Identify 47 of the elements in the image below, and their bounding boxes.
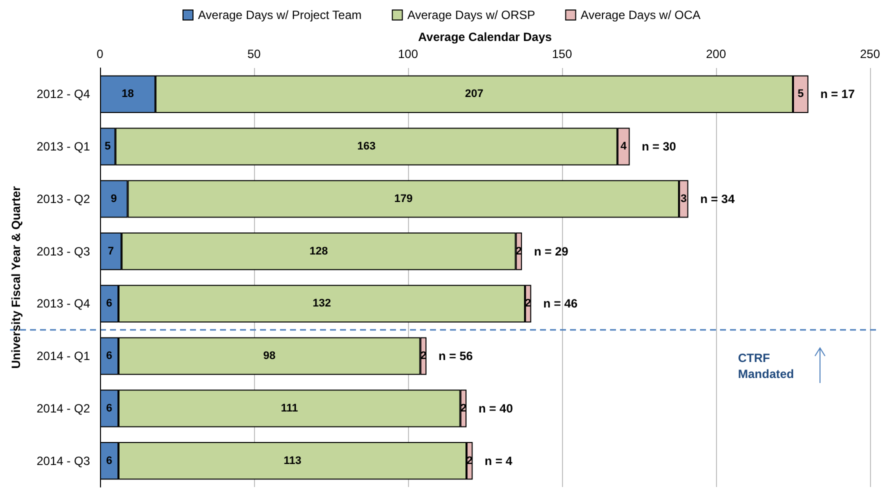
data-label: 5 (798, 88, 804, 100)
x-tick-label: 150 (552, 47, 572, 61)
data-label: 207 (465, 88, 484, 100)
ref-line-label: CTRF Mandated (738, 350, 794, 381)
data-label: 6 (106, 298, 112, 310)
data-label: 18 (122, 88, 134, 100)
x-axis-title: Average Calendar Days (418, 30, 552, 44)
x-tick-label: 200 (706, 47, 726, 61)
y-axis-title: University Fiscal Year & Quarter (9, 186, 23, 369)
annotation: n = 34 (700, 192, 735, 206)
x-tick-label: 0 (96, 47, 104, 61)
x-tick-label: 250 (860, 47, 880, 61)
data-label: 6 (106, 454, 112, 467)
y-tick-label: 2014 - Q1 (36, 349, 90, 364)
y-tick-label: 2013 - Q2 (36, 192, 90, 206)
data-label: 5 (104, 140, 111, 153)
x-tick-label: 100 (398, 47, 418, 61)
data-label: 98 (263, 350, 276, 362)
y-tick-label: 2013 - Q4 (36, 296, 90, 311)
y-tick-label: 2013 - Q1 (36, 140, 90, 154)
legend-label: Average Days w/ Project Team (198, 8, 362, 22)
y-tick-label: 2014 - Q2 (36, 401, 90, 416)
annotation: n = 4 (484, 454, 513, 468)
x-tick-label: 50 (247, 47, 261, 61)
data-label: 132 (312, 298, 331, 310)
y-tick-label: 2013 - Q3 (36, 244, 90, 258)
data-label: 128 (309, 245, 328, 258)
annotation: n = 46 (543, 296, 578, 311)
data-label: 179 (394, 192, 413, 205)
data-label: 111 (280, 402, 298, 414)
data-label: 7 (108, 245, 114, 258)
annotation: n = 56 (438, 349, 474, 364)
annotation: n = 40 (478, 401, 514, 416)
data-label: 3 (680, 192, 687, 205)
legend-label: Average Days w/ ORSP (407, 8, 536, 22)
data-label: 6 (106, 350, 112, 362)
y-tick-label: 2014 - Q3 (36, 454, 90, 468)
legend-label: Average Days w/ OCA (580, 8, 701, 22)
data-label: 6 (106, 402, 112, 414)
data-label: 4 (620, 140, 628, 153)
annotation: n = 29 (534, 244, 569, 258)
data-label: 113 (284, 454, 302, 467)
y-tick-label: 2012 - Q4 (36, 87, 90, 102)
annotation: n = 17 (820, 87, 856, 102)
annotation: n = 30 (642, 140, 676, 154)
data-label: 9 (110, 192, 117, 205)
data-label: 163 (357, 140, 376, 153)
